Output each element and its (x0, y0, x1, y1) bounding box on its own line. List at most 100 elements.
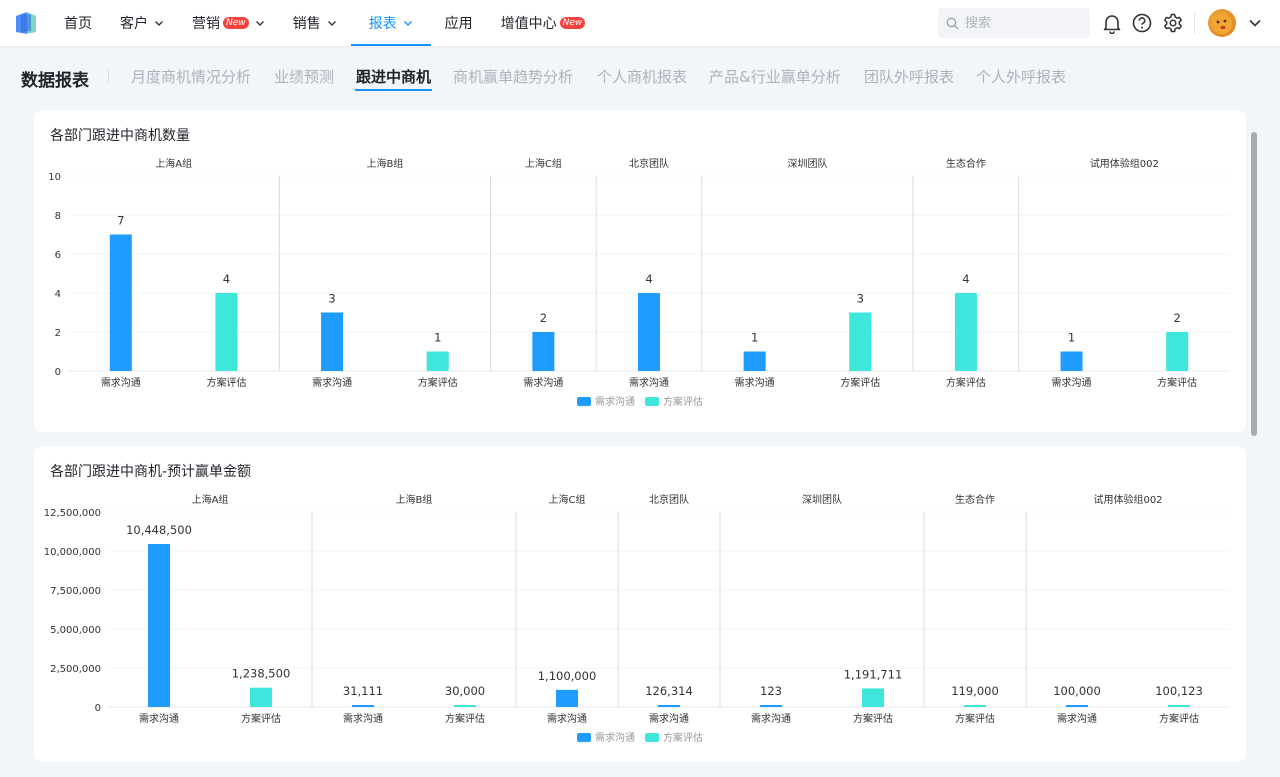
bar (426, 351, 449, 371)
nav-apps[interactable]: 应用 (444, 16, 473, 32)
y-tick-label: 6 (55, 250, 61, 261)
new-badge: New (559, 17, 586, 29)
bell-icon[interactable] (1101, 12, 1123, 34)
x-tick-label: 需求沟通 (101, 376, 141, 389)
bar (638, 293, 660, 371)
tab-team-calls[interactable]: 团队外呼报表 (864, 68, 955, 86)
group-label: 上海B组 (396, 493, 433, 506)
x-tick-label: 需求沟通 (523, 376, 563, 389)
group-label: 生态合作 (946, 157, 986, 170)
x-tick-label: 需求沟通 (139, 712, 179, 725)
x-tick-label: 方案评估 (1157, 376, 1197, 389)
active-tab-indicator (355, 89, 432, 91)
bar (849, 312, 872, 371)
bar (321, 312, 344, 371)
bar (1066, 705, 1088, 707)
x-tick-label: 需求沟通 (751, 712, 791, 725)
bar (215, 293, 238, 371)
nav-home[interactable]: 首页 (64, 16, 92, 32)
nav-reports[interactable]: 报表 (350, 0, 431, 46)
bar-value-label: 123 (760, 684, 782, 698)
chevron-down-icon (255, 21, 264, 26)
group-label: 上海A组 (192, 493, 229, 506)
legend-label: 方案评估 (663, 395, 703, 408)
bar-value-label: 1 (751, 331, 758, 345)
bar (1166, 332, 1189, 371)
tab-personal-calls[interactable]: 个人外呼报表 (976, 68, 1067, 86)
x-tick-label: 方案评估 (853, 712, 893, 725)
x-tick-label: 需求沟通 (547, 712, 587, 725)
chart-card-count: 各部门跟进中商机数量 (34, 110, 1246, 432)
y-tick-label: 8 (55, 211, 61, 222)
bar-value-label: 2 (540, 311, 547, 325)
user-avatar[interactable] (1208, 9, 1236, 37)
y-tick-label: 2,500,000 (50, 664, 101, 675)
search-box[interactable] (938, 8, 1090, 38)
bar (760, 705, 782, 707)
group-label: 上海C组 (525, 157, 562, 170)
y-tick-label: 10,000,000 (44, 547, 101, 558)
chevron-down-icon[interactable] (1248, 17, 1262, 29)
legend-label: 需求沟通 (595, 731, 635, 744)
tab-following-opportunities[interactable]: 跟进中商机 (356, 68, 432, 86)
legend-swatch (577, 397, 591, 406)
tab-divider (108, 69, 109, 83)
bar-value-label: 100,000 (1053, 684, 1101, 698)
chart-title: 各部门跟进中商机数量 (50, 128, 190, 144)
group-label: 深圳团队 (787, 157, 827, 170)
group-label: 北京团队 (649, 493, 689, 506)
help-icon[interactable] (1131, 12, 1153, 34)
bar (109, 234, 132, 371)
x-tick-label: 方案评估 (445, 712, 485, 725)
group-label: 上海C组 (549, 493, 586, 506)
avatar-face-icon (1212, 14, 1232, 34)
x-tick-label: 方案评估 (955, 712, 995, 725)
bar (556, 689, 578, 707)
bar (1060, 351, 1083, 371)
search-icon (946, 17, 959, 29)
chart-count-svg: 0 2 4 6 8 10 上海A组 7 需求沟通 4 方案评估 上海B组 3 需求沟通 1 方案评估 上海C组 2… (48, 157, 1230, 408)
y-tick-label: 2 (55, 328, 61, 339)
main-nav: 首页 客户 营销 New 销售 报表 应用 增值中心 New (50, 0, 599, 46)
bar-value-label: 4 (223, 272, 230, 286)
bar-value-label: 1,100,000 (538, 669, 597, 683)
nav-marketing[interactable]: 营销 New (178, 0, 279, 46)
bar-value-label: 126,314 (645, 684, 693, 698)
group-label: 试用体验组002 (1090, 157, 1159, 170)
bar-value-label: 3 (328, 292, 335, 306)
y-tick-label: 5,000,000 (50, 625, 101, 636)
tab-monthly-opportunity[interactable]: 月度商机情况分析 (131, 68, 252, 86)
x-tick-label: 需求沟通 (343, 712, 383, 725)
bar (532, 332, 555, 371)
y-tick-label: 4 (55, 289, 61, 300)
y-tick-label: 7,500,000 (50, 586, 101, 597)
search-input[interactable] (965, 15, 1085, 31)
bar (658, 705, 680, 707)
nav-value-center[interactable]: 增值中心 New (487, 0, 600, 46)
bar-value-label: 100,123 (1155, 684, 1203, 698)
bar-value-label: 1 (1068, 331, 1075, 345)
top-navbar: 首页 客户 营销 New 销售 报表 应用 增值中心 New (0, 0, 1280, 46)
tab-performance-forecast[interactable]: 业绩预测 (274, 68, 335, 86)
x-tick-label: 方案评估 (840, 376, 880, 389)
app-logo-icon[interactable] (13, 10, 39, 36)
x-tick-label: 方案评估 (1159, 712, 1199, 725)
gear-icon[interactable] (1162, 12, 1184, 34)
new-badge: New (223, 17, 249, 29)
bar-value-label: 3 (857, 292, 864, 306)
bar-value-label: 7 (117, 214, 124, 228)
tab-product-industry[interactable]: 产品&行业赢单分析 (709, 68, 841, 86)
tab-personal-opportunity[interactable]: 个人商机报表 (597, 68, 688, 86)
bar-value-label: 2 (1174, 311, 1181, 325)
chevron-down-icon (327, 21, 336, 26)
bar-value-label: 31,111 (343, 684, 383, 698)
nav-sales[interactable]: 销售 (279, 0, 351, 46)
tab-win-trend[interactable]: 商机赢单趋势分析 (453, 68, 574, 86)
legend-swatch (577, 733, 591, 742)
scrollbar-thumb[interactable] (1251, 132, 1257, 436)
bar-value-label: 30,000 (445, 684, 485, 698)
nav-customers[interactable]: 客户 (106, 0, 178, 46)
group-label: 生态合作 (955, 493, 995, 506)
x-tick-label: 方案评估 (946, 376, 986, 389)
bar (148, 544, 170, 707)
